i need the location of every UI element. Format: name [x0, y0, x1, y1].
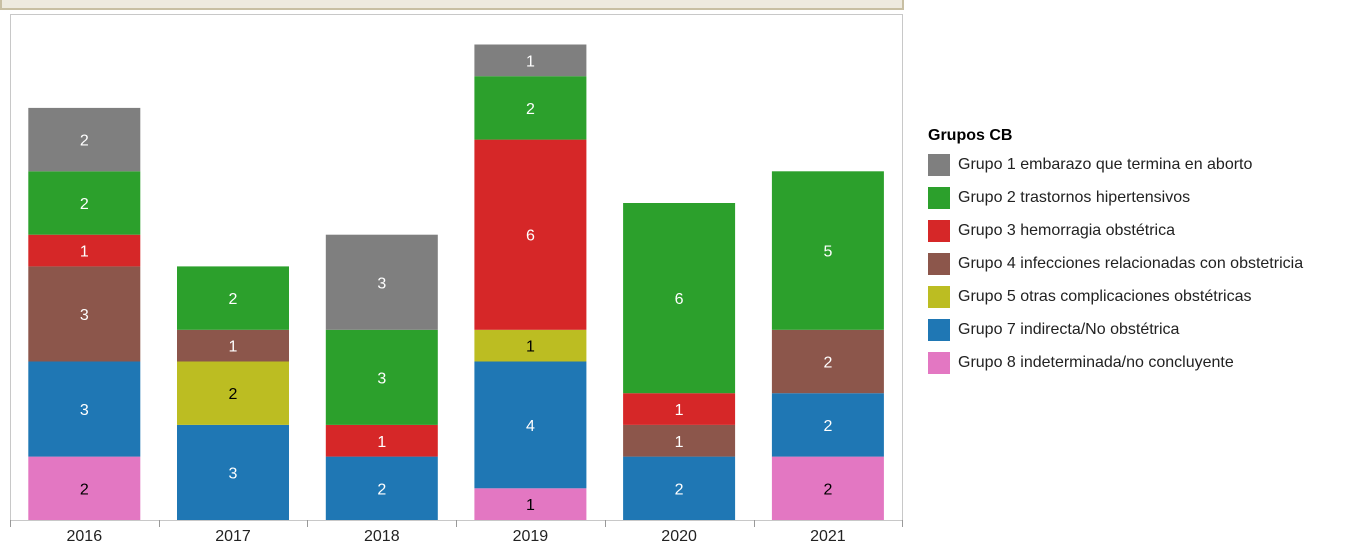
data-label-2019-s1: 4 — [526, 418, 535, 435]
data-label-2016-s0: 2 — [80, 481, 89, 498]
bar-segment-2019-s2 — [474, 329, 587, 362]
bar-segment-2020-s3 — [623, 424, 736, 457]
legend-title: Grupos CB — [928, 127, 1013, 144]
data-label-2019-s6: 1 — [526, 53, 535, 70]
bar-segment-2016-s1 — [28, 361, 141, 457]
bar-segment-2017-s5 — [177, 266, 289, 330]
legend-item[interactable]: Grupo 1 embarazo que termina en aborto — [928, 148, 1303, 181]
plot-area-frame — [10, 14, 903, 521]
data-label-2017-s2: 2 — [229, 386, 238, 403]
top-banner — [0, 0, 904, 10]
legend-item[interactable]: Grupo 2 trastornos hipertensivos — [928, 181, 1303, 214]
bar-segment-2019-s4 — [474, 139, 587, 330]
data-label-2019-s0: 1 — [526, 497, 535, 514]
legend-label: Grupo 4 infecciones relacionadas con obs… — [958, 254, 1304, 272]
bar-segment-2018-s1 — [325, 456, 438, 520]
x-tick-label-2020: 2020 — [661, 528, 697, 544]
x-tick-label-2018: 2018 — [364, 528, 400, 544]
bar-segment-2020-s4 — [623, 393, 736, 425]
data-label-2016-s5: 2 — [80, 196, 89, 213]
legend-item[interactable]: Grupo 4 infecciones relacionadas con obs… — [928, 247, 1303, 280]
bar-segment-2021-s1 — [771, 393, 884, 457]
bar-segment-2019-s0 — [474, 488, 587, 520]
data-label-2021-s1: 2 — [823, 418, 832, 435]
bar-segment-2018-s6 — [325, 234, 438, 330]
bar-segment-2017-s2 — [177, 361, 289, 425]
x-tick-label-2019: 2019 — [513, 528, 549, 544]
bar-segment-2019-s6 — [474, 44, 587, 77]
bar-segment-2016-s5 — [28, 171, 141, 235]
legend-label: Grupo 7 indirecta/No obstétrica — [958, 320, 1180, 338]
legend-swatch — [928, 153, 950, 176]
bar-segment-2021-s3 — [771, 329, 884, 394]
bar-segment-2018-s5 — [325, 329, 438, 425]
legend-swatch — [928, 252, 950, 275]
legend-items: Grupo 1 embarazo que termina en aborto Gr… — [928, 148, 1303, 379]
bar-segment-2020-s1 — [623, 456, 736, 520]
data-label-2021-s5: 5 — [823, 244, 832, 261]
bar-segment-2019-s5 — [474, 76, 587, 140]
bar-segment-2021-s5 — [771, 171, 884, 330]
legend-label: Grupo 2 trastornos hipertensivos — [958, 188, 1191, 206]
legend-swatch — [928, 219, 950, 242]
data-label-2021-s0: 2 — [823, 481, 832, 498]
data-label-2019-s4: 6 — [526, 228, 535, 245]
data-label-2019-s2: 1 — [526, 339, 535, 356]
data-label-2020-s3: 1 — [675, 434, 684, 451]
data-label-2017-s1: 3 — [229, 465, 238, 482]
legend-item[interactable]: Grupo 3 hemorragia obstétrica — [928, 214, 1303, 247]
data-label-2021-s3: 2 — [823, 355, 832, 372]
bar-segment-2021-s0 — [771, 456, 884, 520]
data-label-2016-s4: 1 — [80, 244, 89, 261]
bar-segment-2019-s1 — [474, 361, 587, 489]
legend-swatch — [928, 318, 950, 341]
data-label-2017-s3: 1 — [229, 339, 238, 356]
data-label-2018-s1: 2 — [377, 481, 386, 498]
data-label-2020-s4: 1 — [675, 402, 684, 419]
bar-segment-2020-s5 — [623, 203, 736, 394]
legend-label: Grupo 1 embarazo que termina en aborto — [958, 155, 1253, 173]
legend: Grupos CB Grupo 1 embarazo que termina e… — [928, 126, 1303, 379]
bar-segment-2016-s3 — [28, 266, 141, 362]
bar-segment-2016-s4 — [28, 234, 141, 267]
x-axis: 2016 2017 2018 2019 2020 2021 — [10, 520, 903, 544]
legend-swatch — [928, 285, 950, 308]
bar-segment-2018-s4 — [325, 424, 438, 457]
bar-segment-2016-s6 — [28, 107, 141, 172]
data-label-2018-s4: 1 — [377, 434, 386, 451]
legend-item[interactable]: Grupo 5 otras complicaciones obstétricas — [928, 280, 1303, 313]
data-label-2019-s5: 2 — [526, 101, 535, 118]
legend-item[interactable]: Grupo 7 indirecta/No obstétrica — [928, 313, 1303, 346]
data-label-2016-s3: 3 — [80, 307, 89, 324]
bar-segment-2016-s0 — [28, 456, 141, 520]
legend-item[interactable]: Grupo 8 indeterminada/no concluyente — [928, 346, 1303, 379]
data-label-2016-s6: 2 — [80, 133, 89, 150]
data-label-2018-s6: 3 — [377, 275, 386, 292]
legend-swatch — [928, 186, 950, 209]
data-label-2018-s5: 3 — [377, 370, 386, 387]
data-label-2017-s5: 2 — [229, 291, 238, 308]
legend-label: Grupo 8 indeterminada/no concluyente — [958, 353, 1234, 371]
x-tick-label-2017: 2017 — [215, 528, 251, 544]
legend-label: Grupo 3 hemorragia obstétrica — [958, 221, 1175, 239]
data-label-2020-s5: 6 — [675, 291, 684, 308]
data-label-2020-s1: 2 — [675, 481, 684, 498]
legend-label: Grupo 5 otras complicaciones obstétricas — [958, 287, 1252, 305]
bars-group: 2 3 3 1 2 2 3 2 1 2 2 1 3 3 1 4 1 6 2 1 2 1 1 6 2 2 2 5 — [28, 44, 884, 520]
x-tick-label-2021: 2021 — [810, 528, 846, 544]
bar-segment-2017-s3 — [177, 329, 289, 362]
legend-swatch — [928, 351, 950, 374]
x-tick-label-2016: 2016 — [67, 528, 103, 544]
bar-segment-2017-s1 — [177, 424, 289, 520]
data-label-2016-s1: 3 — [80, 402, 89, 419]
